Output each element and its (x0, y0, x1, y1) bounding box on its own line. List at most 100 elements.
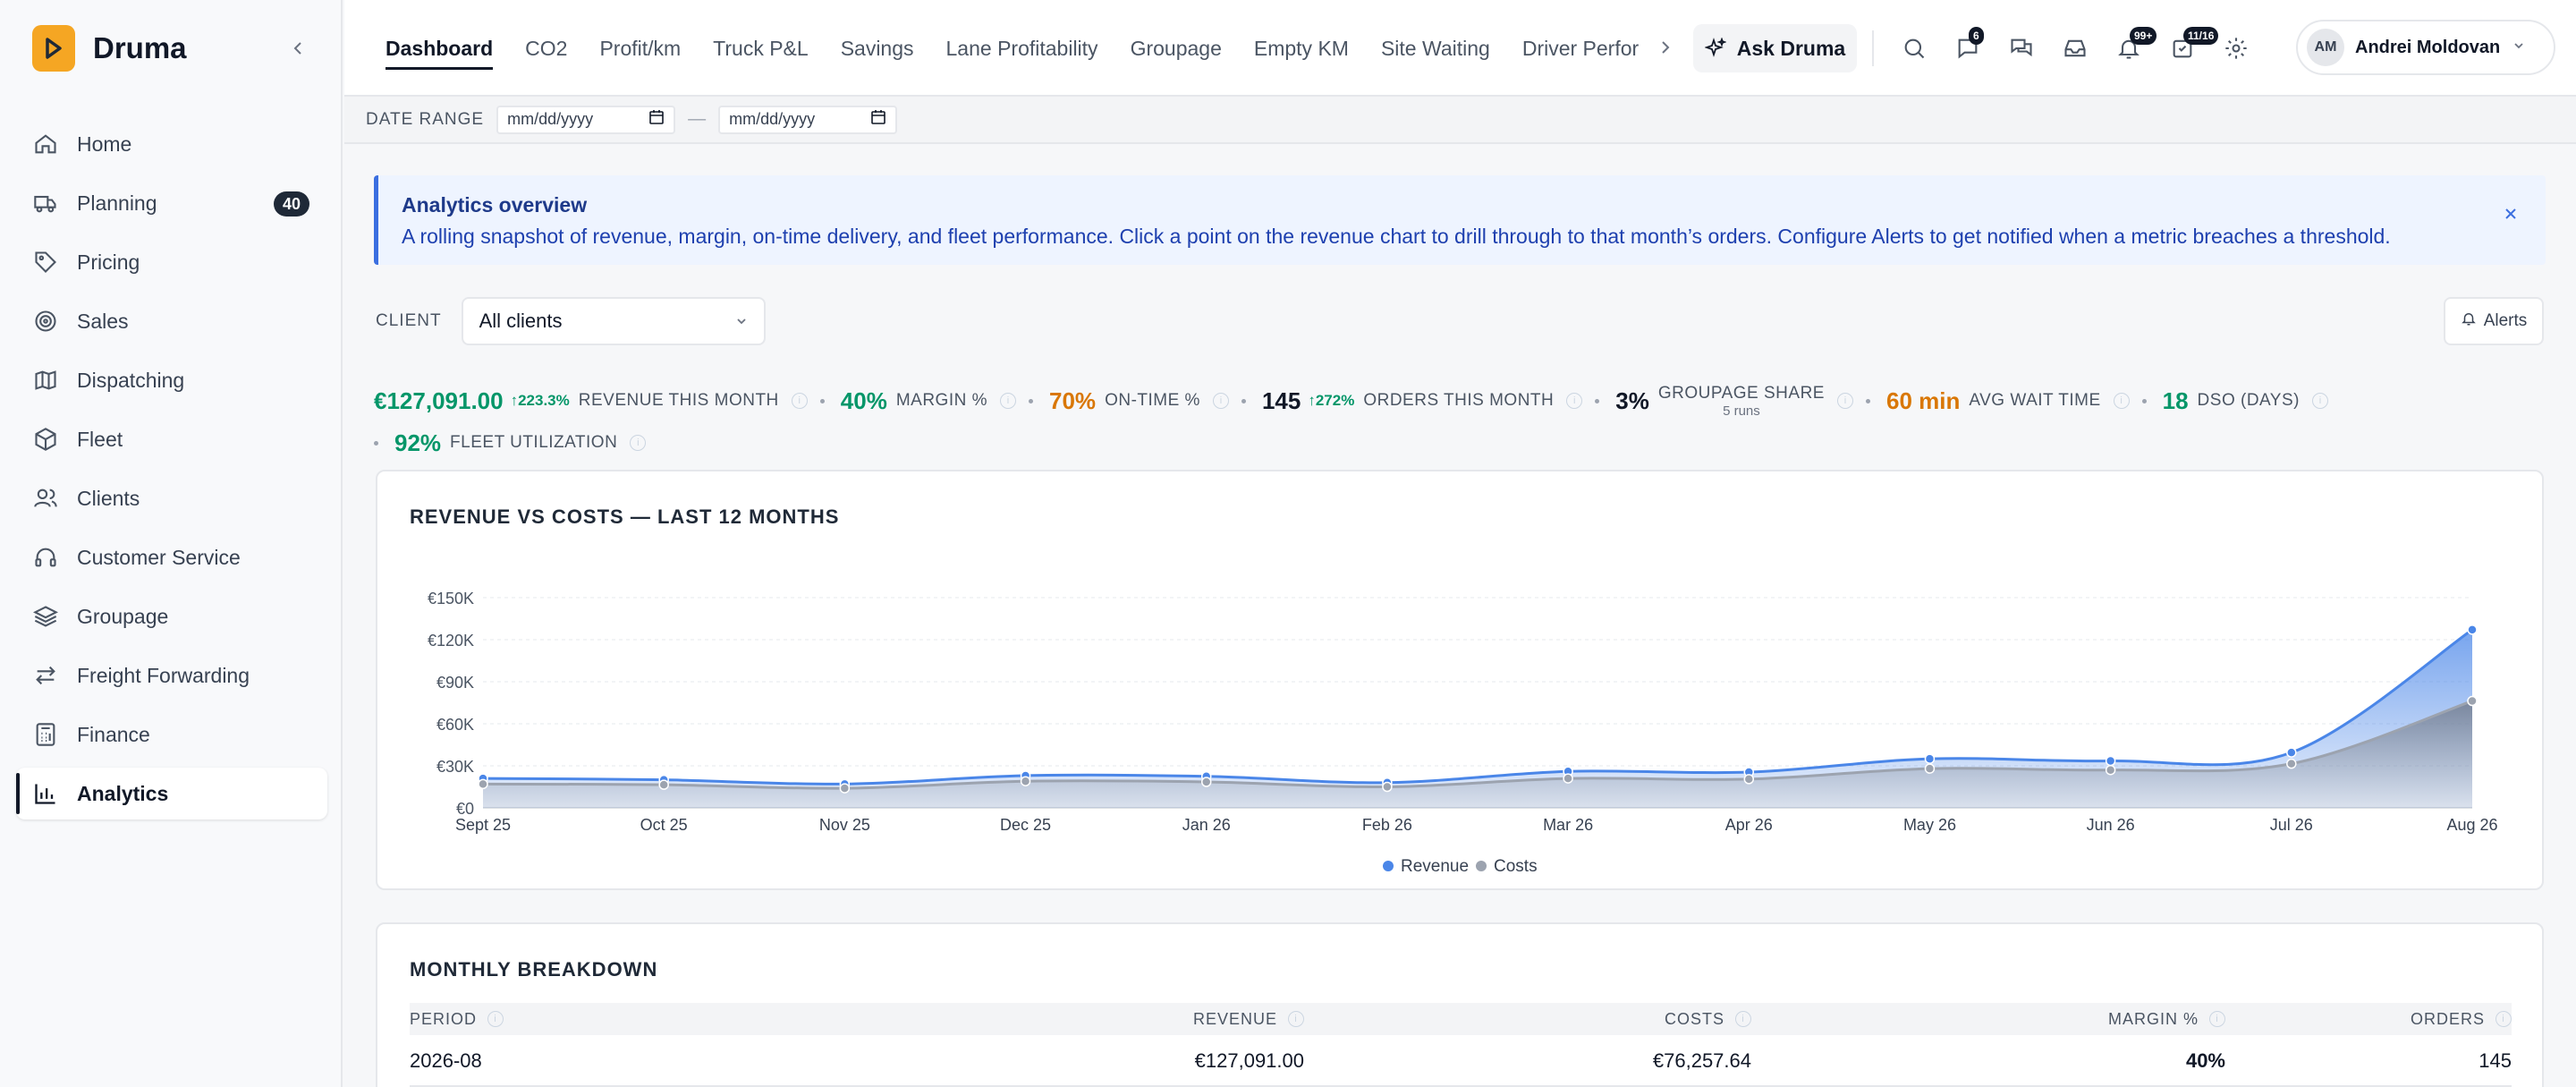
data-point-revenue[interactable] (1924, 753, 1936, 764)
data-point-costs[interactable] (1743, 774, 1755, 785)
inbox-icon[interactable] (2058, 30, 2092, 66)
info-icon[interactable]: i (1000, 393, 1017, 409)
separator-dot (1865, 398, 1870, 403)
data-point-costs[interactable] (839, 783, 851, 794)
sidebar-nav: Home Planning 40 Pricing Sales Dispatchi… (16, 118, 327, 827)
calendar-icon (870, 109, 886, 130)
data-point-costs[interactable] (1563, 773, 1573, 784)
data-point-costs[interactable] (1382, 781, 1393, 793)
info-icon[interactable]: i (630, 435, 647, 451)
sidebar-item-label: Finance (77, 722, 150, 746)
data-point-costs[interactable] (1020, 776, 1031, 786)
kpi-orders: 145 ↑272% ORDERS THIS MONTH i (1262, 387, 1583, 415)
col-revenue[interactable]: REVENUE i (857, 1010, 1304, 1029)
brand[interactable]: Druma (32, 25, 187, 72)
tab-dashboard[interactable]: Dashboard (386, 36, 494, 70)
bell-icon[interactable]: 99+ (2112, 27, 2157, 66)
sidebar-item-label: Pricing (77, 250, 140, 274)
table-title: MONTHLY BREAKDOWN (410, 958, 658, 981)
tab-savings[interactable]: Savings (840, 36, 914, 60)
sidebar-item-dispatching[interactable]: Dispatching (16, 354, 327, 406)
ask-druma-button[interactable]: Ask Druma (1693, 24, 1857, 72)
y-tick-label: €90K (436, 674, 474, 692)
sidebar: Druma Home Planning 40 Pricing Sales Dis… (0, 0, 343, 1087)
cell-period: 2026-08 (410, 1049, 482, 1072)
user-menu[interactable]: AM Andrei Moldovan (2296, 20, 2555, 75)
data-point-costs[interactable] (1924, 763, 1936, 774)
info-icon[interactable]: i (791, 393, 808, 409)
sidebar-item-groupage[interactable]: Groupage (16, 590, 327, 642)
col-orders[interactable]: ORDERS i (2225, 1010, 2512, 1029)
info-icon[interactable]: i (2496, 1011, 2512, 1027)
data-point-costs[interactable] (2467, 695, 2478, 707)
close-icon[interactable] (2503, 206, 2519, 226)
info-icon[interactable]: i (2113, 393, 2130, 409)
client-select[interactable]: All clients (461, 297, 766, 345)
sidebar-item-sales[interactable]: Sales (16, 295, 327, 347)
chevron-left-icon[interactable] (284, 32, 311, 64)
arrows-icon (32, 662, 59, 689)
data-point-costs[interactable] (658, 779, 669, 790)
table-row[interactable]: 2026-08 €127,091.00 €76,257.64 40% 145 (410, 1037, 2512, 1087)
gear-icon[interactable] (2219, 30, 2253, 66)
tasks-icon[interactable]: 11/16 (2165, 27, 2219, 66)
sidebar-item-analytics[interactable]: Analytics (16, 768, 327, 819)
kpi-delta: ↑223.3% (510, 392, 570, 409)
x-tick-label: Jan 26 (1182, 816, 1231, 834)
banner-title: Analytics overview (402, 193, 588, 217)
alerts-button[interactable]: Alerts (2444, 297, 2544, 345)
data-point-revenue[interactable] (2105, 755, 2116, 767)
sidebar-item-clients[interactable]: Clients (16, 472, 327, 524)
tab-site-waiting[interactable]: Site Waiting (1380, 36, 1490, 60)
info-icon[interactable]: i (1212, 393, 1229, 409)
info-icon[interactable]: i (2311, 393, 2328, 409)
tab-groupage[interactable]: Groupage (1130, 36, 1222, 60)
planning-count-badge: 40 (274, 191, 309, 217)
date-to-input[interactable]: mm/dd/yyyy (718, 105, 898, 134)
tab-driver-performance[interactable]: Driver Perfor (1521, 36, 1639, 60)
data-point-revenue[interactable] (2467, 624, 2478, 635)
sidebar-item-planning[interactable]: Planning 40 (16, 177, 327, 229)
info-icon[interactable]: i (1566, 393, 1583, 409)
col-margin[interactable]: MARGIN % i (1751, 1010, 2225, 1029)
sidebar-item-freight-forwarding[interactable]: Freight Forwarding (16, 650, 327, 701)
col-costs[interactable]: COSTS i (1304, 1010, 1751, 1029)
client-select-value: All clients (479, 310, 563, 332)
app-name: Druma (93, 31, 187, 64)
info-icon[interactable]: i (1836, 393, 1853, 409)
date-from-input[interactable]: mm/dd/yyyy (496, 105, 676, 134)
chat-icon[interactable]: 6 (1951, 27, 1985, 66)
data-point-costs[interactable] (1200, 777, 1212, 787)
data-point-costs[interactable] (478, 778, 488, 790)
sidebar-item-pricing[interactable]: Pricing (16, 236, 327, 288)
sidebar-item-home[interactable]: Home (16, 118, 327, 170)
sidebar-item-label: Customer Service (77, 545, 241, 569)
chevron-right-icon[interactable] (1652, 34, 1679, 61)
tab-co2[interactable]: CO2 (525, 36, 568, 60)
sidebar-item-label: Groupage (77, 604, 169, 628)
tab-lane-profitability[interactable]: Lane Profitability (945, 36, 1098, 60)
data-point-revenue[interactable] (2286, 747, 2297, 758)
alerts-label: Alerts (2483, 311, 2528, 330)
revenue-costs-chart[interactable]: €0 €30K €60K €90K €120K €150K Sept 25 Oct 25 Nov… (377, 498, 2542, 892)
data-point-costs[interactable] (2286, 758, 2297, 769)
data-point-costs[interactable] (2105, 764, 2116, 776)
info-icon[interactable]: i (1735, 1011, 1751, 1027)
messages-icon[interactable] (2004, 30, 2038, 66)
cell-orders: 145 (2479, 1049, 2512, 1072)
sidebar-item-fleet[interactable]: Fleet (16, 413, 327, 465)
col-period[interactable]: PERIOD i (410, 1010, 857, 1029)
sidebar-item-finance[interactable]: Finance (16, 709, 327, 760)
tab-truck-pl[interactable]: Truck P&L (713, 36, 809, 60)
kpi-wait: 60 min AVG WAIT TIME i (1886, 387, 2130, 415)
separator-dot (1241, 398, 1246, 403)
user-name: Andrei Moldovan (2355, 37, 2501, 57)
tab-profit-km[interactable]: Profit/km (599, 36, 682, 60)
info-icon[interactable]: i (2209, 1011, 2225, 1027)
search-icon[interactable] (1897, 30, 1931, 66)
sidebar-item-customer-service[interactable]: Customer Service (16, 531, 327, 583)
tab-empty-km[interactable]: Empty KM (1253, 36, 1349, 60)
kpi-label: ORDERS THIS MONTH (1363, 391, 1555, 410)
info-icon[interactable]: i (1288, 1011, 1304, 1027)
info-icon[interactable]: i (487, 1011, 504, 1027)
